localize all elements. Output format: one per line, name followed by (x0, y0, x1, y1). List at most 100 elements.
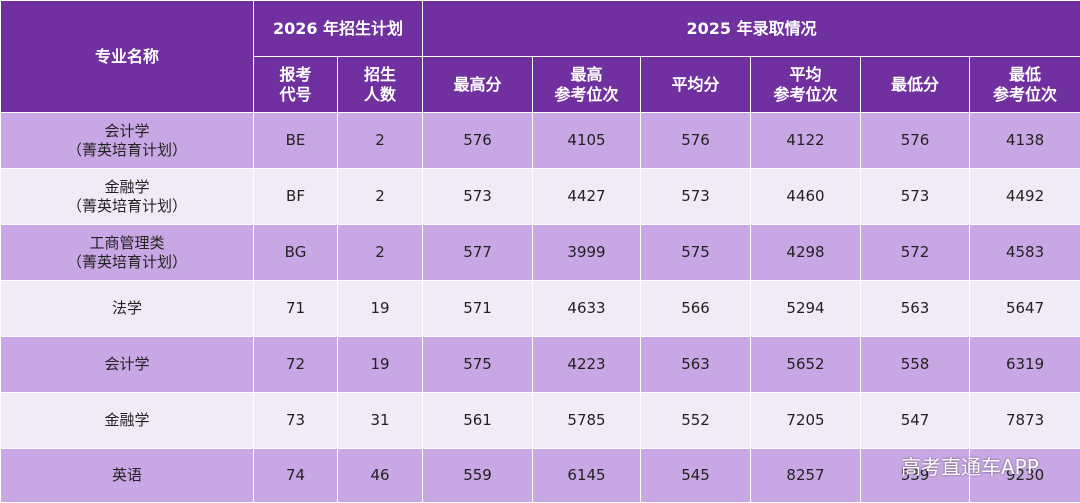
cell-min-rank: 9230 (969, 448, 1080, 503)
major-name-text: 会计学 (104, 121, 150, 140)
cell-avg-score: 575 (640, 224, 752, 281)
cell-min-score: 563 (860, 280, 971, 337)
cell-max-rank: 5785 (532, 392, 642, 449)
cell-count: 2 (336, 224, 424, 281)
cell-major-name: 金融学 (0, 392, 254, 449)
cell-min-rank: 4138 (969, 112, 1080, 169)
major-name-text: 金融学 (104, 411, 150, 430)
header-max-rank-line2: 参考位次 (554, 84, 619, 104)
cell-avg-score: 563 (640, 336, 752, 393)
header-code: 报考 代号 (253, 56, 338, 113)
cell-code: 71 (253, 280, 338, 337)
cell-max-score: 576 (422, 112, 534, 169)
cell-max-rank: 4105 (532, 112, 642, 169)
cell-avg-score: 566 (640, 280, 752, 337)
major-name-text: 工商管理类 (89, 233, 165, 252)
header-max-rank-line1: 最高 (570, 64, 603, 84)
header-min-score: 最低分 (860, 56, 971, 113)
cell-avg-score: 576 (640, 112, 752, 169)
cell-avg-score: 545 (640, 448, 752, 503)
cell-avg-score: 552 (640, 392, 752, 449)
table-row: 工商管理类 （菁英培育计划） BG 2 577 3999 575 4298 572 4583 (0, 224, 1080, 281)
major-name-text: 会计学 (104, 355, 150, 374)
header-min-rank-line1: 最低 (1009, 64, 1042, 84)
watermark-text: 高考直通车APP (901, 455, 1039, 479)
cell-major-name: 法学 (0, 280, 254, 337)
header-max-rank: 最高 参考位次 (532, 56, 642, 113)
cell-avg-rank: 5294 (750, 280, 862, 337)
table-row: 法学 71 19 571 4633 566 5294 563 5647 (0, 280, 1080, 337)
cell-max-rank: 4223 (532, 336, 642, 393)
cell-count: 19 (336, 336, 424, 393)
cell-count: 31 (336, 392, 424, 449)
cell-avg-rank: 4122 (750, 112, 862, 169)
cell-max-score: 561 (422, 392, 534, 449)
cell-code: BG (253, 224, 338, 281)
cell-min-score: 573 (860, 168, 971, 225)
cell-min-score: 576 (860, 112, 971, 169)
cell-max-rank: 4427 (532, 168, 642, 225)
major-name-text: 英语 (111, 466, 142, 485)
cell-min-score: 572 (860, 224, 971, 281)
header-avg-rank-line2: 参考位次 (773, 84, 838, 104)
cell-avg-rank: 8257 (750, 448, 862, 503)
table-row: 会计学 72 19 575 4223 563 5652 558 6319 (0, 336, 1080, 393)
cell-max-rank: 3999 (532, 224, 642, 281)
cell-code: 72 (253, 336, 338, 393)
cell-major-name: 英语 (0, 448, 254, 503)
table-row: 英语 74 46 559 6145 545 8257 539 9230 (0, 448, 1080, 503)
header-major-name: 专业名称 (0, 0, 254, 113)
header-count-line2: 人数 (364, 84, 397, 104)
cell-max-score: 559 (422, 448, 534, 503)
cell-max-score: 575 (422, 336, 534, 393)
table-row: 金融学 （菁英培育计划） BF 2 573 4427 573 4460 573 4492 (0, 168, 1080, 225)
header-admit-2025: 2025 年录取情况 (422, 0, 1080, 57)
header-code-line2: 代号 (279, 84, 312, 104)
cell-count: 19 (336, 280, 424, 337)
cell-avg-score: 573 (640, 168, 752, 225)
major-note-text: （菁英培育计划） (66, 196, 187, 215)
header-count-line1: 招生 (364, 64, 397, 84)
cell-max-rank: 6145 (532, 448, 642, 503)
cell-code: BE (253, 112, 338, 169)
cell-code: BF (253, 168, 338, 225)
header-avg-rank: 平均 参考位次 (750, 56, 862, 113)
major-note-text: （菁英培育计划） (66, 140, 187, 159)
table-row: 金融学 73 31 561 5785 552 7205 547 7873 (0, 392, 1080, 449)
cell-max-score: 577 (422, 224, 534, 281)
header-max-score: 最高分 (422, 56, 534, 113)
cell-max-score: 571 (422, 280, 534, 337)
cell-avg-rank: 4298 (750, 224, 862, 281)
header-avg-score: 平均分 (640, 56, 752, 113)
header-plan-2026: 2026 年招生计划 (252, 0, 424, 57)
cell-count: 2 (336, 112, 424, 169)
header-code-line1: 报考 (279, 64, 312, 84)
cell-min-rank: 4583 (969, 224, 1080, 281)
cell-min-score: 539 (860, 448, 971, 503)
cell-min-rank: 5647 (969, 280, 1080, 337)
cell-avg-rank: 5652 (750, 336, 862, 393)
major-name-text: 法学 (111, 299, 142, 318)
table-body: 会计学 （菁英培育计划） BE 2 576 4105 576 4122 576 4138 金融学 （菁… (0, 112, 1080, 503)
header-min-rank: 最低 参考位次 (969, 56, 1080, 113)
major-name-text: 金融学 (104, 177, 150, 196)
table-row: 会计学 （菁英培育计划） BE 2 576 4105 576 4122 576 4138 (0, 112, 1080, 169)
cell-count: 2 (336, 168, 424, 225)
cell-count: 46 (336, 448, 424, 503)
cell-avg-rank: 4460 (750, 168, 862, 225)
cell-major-name: 金融学 （菁英培育计划） (0, 168, 254, 225)
cell-min-rank: 4492 (969, 168, 1080, 225)
cell-max-score: 573 (422, 168, 534, 225)
cell-min-rank: 7873 (969, 392, 1080, 449)
cell-min-score: 547 (860, 392, 971, 449)
major-note-text: （菁英培育计划） (66, 252, 187, 271)
header-count: 招生 人数 (336, 56, 424, 113)
header-min-rank-line2: 参考位次 (993, 84, 1058, 104)
cell-major-name: 工商管理类 （菁英培育计划） (0, 224, 254, 281)
cell-code: 73 (253, 392, 338, 449)
cell-min-score: 558 (860, 336, 971, 393)
header-avg-rank-line1: 平均 (789, 64, 822, 84)
cell-avg-rank: 7205 (750, 392, 862, 449)
cell-min-rank: 6319 (969, 336, 1080, 393)
